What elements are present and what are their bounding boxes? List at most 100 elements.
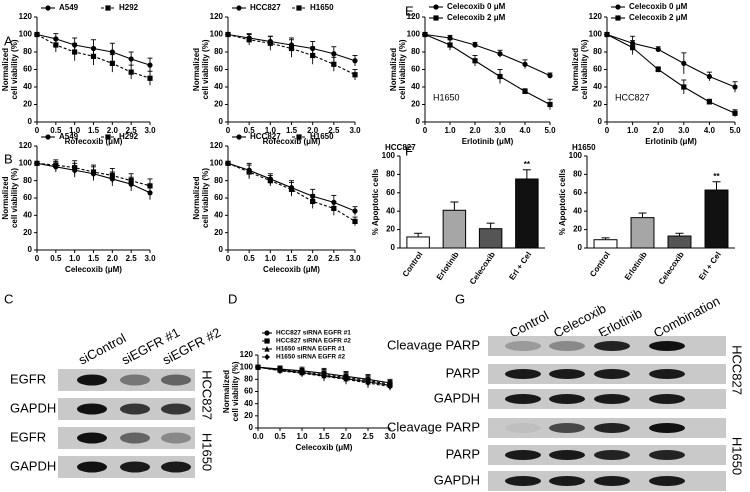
blot-band bbox=[77, 374, 107, 386]
y-tick-label: 20 bbox=[411, 100, 420, 109]
marker bbox=[53, 42, 59, 48]
panel-label: G bbox=[455, 291, 465, 306]
blot-band bbox=[649, 341, 685, 351]
marker bbox=[706, 73, 713, 80]
marker bbox=[331, 61, 337, 67]
x-tick-label: 2.5 bbox=[362, 432, 374, 441]
marker bbox=[267, 40, 273, 46]
marker bbox=[109, 49, 115, 55]
marker bbox=[128, 178, 134, 184]
y-tick-label: 20 bbox=[244, 411, 253, 420]
annotation: ** bbox=[713, 172, 720, 181]
blot-band bbox=[594, 476, 630, 486]
x-tick-label: 2.0 bbox=[307, 254, 319, 263]
legend-label: H1650 bbox=[310, 132, 334, 141]
blot-band bbox=[594, 450, 630, 460]
marker bbox=[147, 183, 153, 189]
marker bbox=[72, 49, 78, 55]
x-tick-label: Celecoxib bbox=[657, 250, 686, 286]
y-tick-label: 100 bbox=[19, 158, 33, 167]
legend-marker bbox=[615, 15, 621, 21]
x-axis-label: Erlotinib (μM) bbox=[462, 137, 514, 146]
bar bbox=[667, 235, 692, 249]
lane-label: Control bbox=[507, 308, 551, 341]
legend-marker bbox=[236, 5, 242, 11]
bar bbox=[442, 209, 467, 249]
x-tick-label: Erlotinib bbox=[435, 250, 461, 282]
legend-marker bbox=[264, 353, 270, 361]
row-label: Cleavage PARP bbox=[387, 337, 480, 352]
blot-band bbox=[505, 394, 541, 404]
x-tick-label: 1.0 bbox=[627, 126, 639, 135]
y-axis-label-line: cell viability (%) bbox=[231, 361, 240, 421]
blot-band bbox=[549, 423, 585, 433]
x-tick-label: 1.0 bbox=[265, 126, 277, 135]
blot-band bbox=[549, 476, 585, 486]
y-tick-label: 0 bbox=[598, 117, 603, 126]
x-tick-label: 1.0 bbox=[444, 126, 456, 135]
y-tick-label: 100 bbox=[407, 30, 421, 39]
marker bbox=[288, 45, 295, 52]
y-tick-label: 60 bbox=[214, 65, 223, 74]
y-tick-label: 20 bbox=[386, 225, 395, 234]
y-axis-label-line: Normalized bbox=[1, 176, 10, 219]
x-tick-label: 2.5 bbox=[328, 254, 340, 263]
x-tick-label: 2.0 bbox=[653, 126, 665, 135]
marker bbox=[128, 69, 134, 75]
x-tick-label: Control bbox=[401, 250, 425, 278]
blot-band bbox=[649, 450, 685, 460]
marker bbox=[310, 52, 316, 59]
y-tick-label: 20 bbox=[214, 100, 223, 109]
x-tick-label: 1.5 bbox=[318, 432, 330, 441]
y-tick-label: 100 bbox=[589, 30, 603, 39]
marker bbox=[681, 84, 687, 90]
blot-band bbox=[505, 450, 541, 460]
legend-label: H1650 siRNA EGFR #2 bbox=[276, 354, 346, 361]
legend-label: Celecoxib 0 μM bbox=[629, 2, 688, 11]
marker bbox=[352, 208, 358, 214]
blot-band bbox=[594, 423, 630, 433]
y-tick-label: 0 bbox=[219, 117, 224, 126]
blot-band bbox=[120, 374, 150, 386]
marker bbox=[321, 373, 327, 380]
x-tick-label: 1.5 bbox=[286, 126, 298, 135]
marker bbox=[109, 60, 115, 66]
x-tick-label: 0 bbox=[605, 126, 610, 135]
blot-band bbox=[161, 461, 191, 473]
y-tick-label: 0 bbox=[219, 245, 224, 254]
annotation: ** bbox=[524, 160, 531, 169]
marker bbox=[147, 75, 153, 81]
y-tick-label: 40 bbox=[214, 82, 223, 91]
y-axis-label-line: cell viability (%) bbox=[201, 168, 210, 228]
y-axis-label-line: Normalized bbox=[192, 176, 201, 219]
panel-label: D bbox=[228, 291, 237, 306]
panel-label: E bbox=[405, 3, 414, 18]
legend-label: Celecoxib 0 μM bbox=[447, 2, 506, 11]
x-tick-label: 0.5 bbox=[244, 254, 256, 263]
y-tick-label: 120 bbox=[210, 141, 224, 150]
marker bbox=[331, 51, 337, 57]
marker bbox=[128, 56, 134, 62]
x-tick-label: Erlotinib bbox=[623, 250, 649, 282]
x-tick-label: 1.0 bbox=[69, 254, 81, 263]
blot-band bbox=[120, 432, 150, 444]
x-tick-label: 2.0 bbox=[107, 126, 119, 135]
blot-band bbox=[649, 394, 685, 404]
x-tick-label: 4.0 bbox=[704, 126, 716, 135]
lane-label: Combination bbox=[651, 293, 722, 341]
blot-strip bbox=[58, 369, 195, 391]
chart-title: HCC827 bbox=[385, 143, 416, 152]
cell-line-label: H1650 bbox=[730, 437, 745, 475]
y-tick-label: 0 bbox=[28, 117, 33, 126]
x-tick-label: 1.0 bbox=[296, 432, 308, 441]
row-label: EGFR bbox=[10, 371, 46, 386]
y-axis-label-line: Normalized bbox=[571, 48, 580, 91]
x-axis-label: Rofecoxib (μM) bbox=[263, 137, 321, 146]
x-tick-label: 3.0 bbox=[144, 254, 156, 263]
y-tick-label: 40 bbox=[593, 82, 602, 91]
x-tick-label: 1.5 bbox=[286, 254, 298, 263]
marker bbox=[655, 66, 661, 73]
y-axis-label: Normalizedcell viability (%) bbox=[222, 361, 240, 421]
y-axis-label: Normalizedcell viability (%) bbox=[192, 168, 210, 228]
marker bbox=[90, 53, 97, 59]
